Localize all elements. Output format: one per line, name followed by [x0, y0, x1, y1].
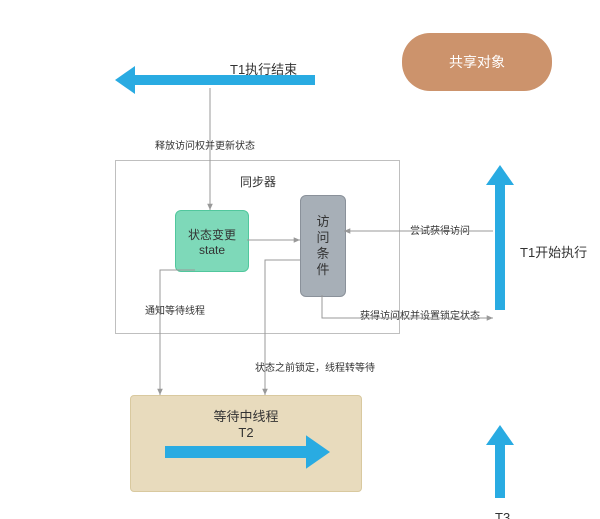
locked-wait-label: 状态之前锁定，线程转等待: [255, 362, 375, 375]
t3-label: T3: [495, 510, 510, 519]
release-update-label: 释放访问权并更新状态: [155, 140, 255, 153]
t1-start-label: T1开始执行: [520, 245, 587, 262]
state-change-line1: 状态变更: [188, 226, 236, 243]
diagram-canvas: 同步器 共享对象 状态变更 state 访问条件 等待中线程 T2 T1执行结束…: [0, 0, 600, 519]
access-condition-node: 访问条件: [300, 195, 346, 297]
state-change-node: 状态变更 state: [175, 210, 249, 272]
waiting-threads-node: 等待中线程 T2: [130, 395, 362, 492]
notify-waiting-label: 通知等待线程: [145, 305, 205, 318]
synchronizer-title: 同步器: [240, 175, 276, 191]
shared-object-node: 共享对象: [402, 33, 552, 91]
waiting-threads-line2: T2: [131, 425, 361, 440]
shared-object-label: 共享对象: [449, 52, 505, 72]
try-access-label: 尝试获得访问: [410, 225, 470, 238]
got-lock-label: 获得访问权并设置锁定状态: [360, 310, 480, 323]
access-condition-label: 访问条件: [316, 214, 329, 279]
state-change-line2: state: [199, 243, 225, 257]
t1-end-label: T1执行结束: [230, 62, 297, 79]
waiting-threads-line1: 等待中线程: [131, 406, 361, 425]
